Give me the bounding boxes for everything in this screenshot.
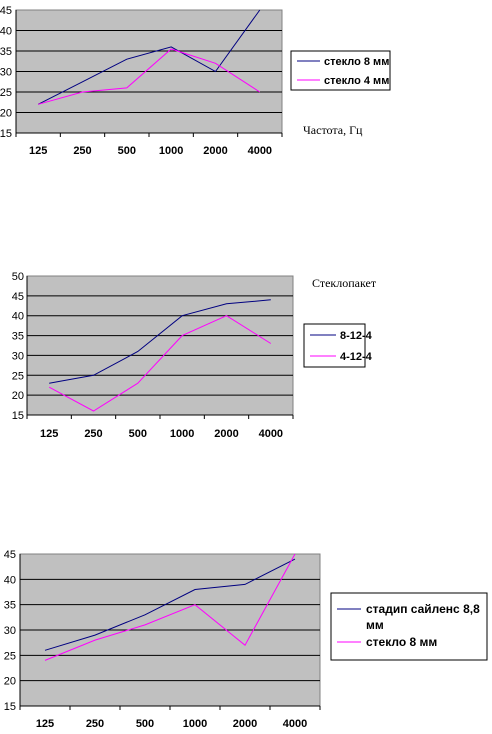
series-line-1: [44, 558, 296, 651]
y-tick-label: 30: [4, 625, 16, 637]
legend-label-1: стекло 8 мм: [324, 56, 389, 68]
chart-2: 15 20 25 30 35 40 45 50 125 250 500 1000 2000 4000 8-1…: [12, 271, 377, 440]
x-tick-label: 500: [129, 428, 147, 440]
x-tick-label: 2000: [214, 428, 238, 440]
x-tick-label: 250: [86, 718, 104, 730]
y-tick-label: 50: [12, 271, 24, 283]
series-line-1: [37, 9, 261, 105]
x-tick-label: 500: [118, 145, 136, 157]
legend-label-1: стадип сайленс 8,8 мм: [366, 602, 480, 632]
y-tick-label: 45: [4, 549, 16, 561]
y-tick-label: 15: [0, 128, 12, 140]
legend-box: [303, 323, 366, 368]
legend: стекло 8 мм стекло 4 мм: [290, 50, 391, 91]
x-tick-label: 4000: [283, 718, 307, 730]
y-tick-label: 20: [12, 390, 24, 402]
x-tick-label: 1000: [170, 428, 194, 440]
y-tick-label: 45: [0, 5, 12, 17]
chart-annotation: Стеклопакет: [312, 276, 377, 290]
series-line-1: [49, 299, 271, 384]
x-tick-label: 1000: [183, 718, 207, 730]
y-tick-label: 25: [12, 370, 24, 382]
series-line-2: [48, 315, 272, 412]
x-tick-label: 125: [36, 718, 54, 730]
x-tick-label: 2000: [233, 718, 257, 730]
legend: 8-12-4 4-12-4: [303, 323, 373, 368]
y-tick-label: 20: [4, 676, 16, 688]
chart-annotation: Частота, Гц: [303, 123, 363, 137]
legend-box: [330, 592, 488, 661]
x-tick-label: 250: [73, 145, 91, 157]
x-tick-label: 125: [40, 428, 58, 440]
y-tick-label: 35: [12, 331, 24, 343]
legend-label-2: стекло 4 мм: [324, 75, 389, 87]
legend-box: [290, 50, 391, 91]
y-tick-label: 30: [12, 350, 24, 362]
y-tick-label: 40: [0, 26, 12, 38]
legend: стадип сайленс 8,8 мм стекло 8 мм: [330, 592, 488, 661]
series-line-2: [38, 48, 261, 105]
x-tick-label: 125: [29, 145, 47, 157]
x-tick-label: 4000: [248, 145, 272, 157]
y-tick-label: 40: [4, 574, 16, 586]
y-tick-label: 25: [4, 650, 16, 662]
x-tick-label: 500: [136, 718, 154, 730]
y-tick-label: 15: [12, 410, 24, 422]
y-tick-label: 35: [4, 600, 16, 612]
y-tick-label: 35: [0, 46, 12, 58]
chart-1: 15 20 25 30 35 40 45 125 250 500 1000 2000 4000 стекл…: [0, 5, 391, 157]
y-tick-label: 30: [0, 67, 12, 79]
x-tick-label: 1000: [159, 145, 183, 157]
x-tick-label: 4000: [259, 428, 283, 440]
plot-area: [26, 275, 294, 416]
y-tick-label: 40: [12, 311, 24, 323]
legend-label-2: 4-12-4: [340, 351, 373, 363]
series-line-2: [44, 553, 296, 661]
legend-label-1: 8-12-4: [340, 330, 373, 342]
y-tick-label: 15: [4, 701, 16, 713]
y-tick-label: 45: [12, 291, 24, 303]
y-tick-label: 20: [0, 108, 12, 120]
x-tick-label: 250: [84, 428, 102, 440]
chart-3: 15 20 25 30 35 40 45 125 250 500 1000 2000 4000 стади…: [4, 549, 488, 730]
x-tick-label: 2000: [203, 145, 227, 157]
legend-label-2: стекло 8 мм: [366, 635, 437, 649]
y-tick-label: 25: [0, 87, 12, 99]
